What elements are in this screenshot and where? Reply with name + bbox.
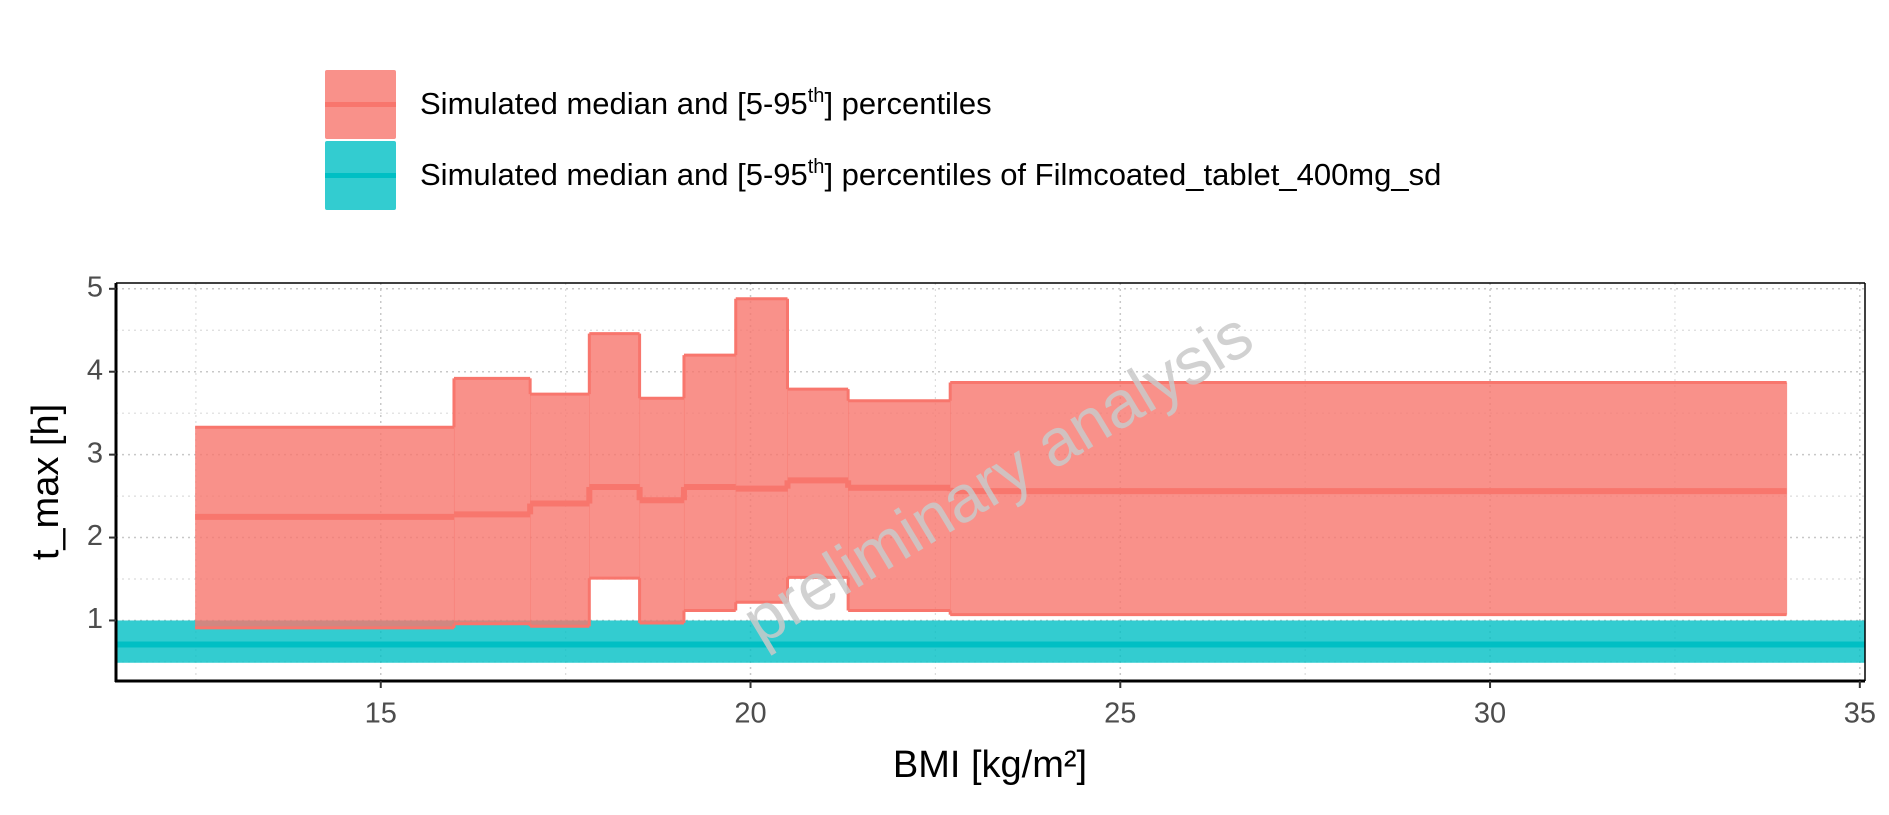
x-tick-label: 30 xyxy=(1474,698,1506,730)
ribbon-band xyxy=(848,400,951,611)
legend-text: ] percentiles xyxy=(824,86,991,121)
legend-text: ] percentiles of Filmcoated_tablet_400mg… xyxy=(824,157,1441,192)
y-tick-label: 2 xyxy=(87,520,103,552)
y-tick-label: 1 xyxy=(87,603,103,635)
legend-superscript: th xyxy=(808,85,825,107)
legend-label: Simulated median and [5-95th] percentile… xyxy=(420,85,992,121)
plot-area xyxy=(116,297,1865,663)
ribbon-band xyxy=(683,355,737,611)
ribbon-band xyxy=(950,382,1788,615)
ribbon-band xyxy=(453,378,531,624)
legend-label: Simulated median and [5-95th] percentile… xyxy=(420,156,1441,192)
x-tick-label: 15 xyxy=(365,698,397,730)
ribbon-band xyxy=(530,394,590,627)
legend-superscript: th xyxy=(808,156,825,178)
ribbon-band xyxy=(589,333,641,579)
y-tick-label: 4 xyxy=(87,354,103,386)
ribbon-band xyxy=(639,398,685,623)
ribbon-band xyxy=(735,298,788,603)
x-tick-label: 20 xyxy=(734,698,766,730)
legend-text: Simulated median and [5-95 xyxy=(420,157,808,192)
y-tick-label: 5 xyxy=(87,271,103,303)
y-tick-label: 3 xyxy=(87,437,103,469)
y-axis-title: t_max [h] xyxy=(25,404,67,560)
ribbon xyxy=(195,297,1788,630)
x-axis-title: BMI [kg/m²] xyxy=(893,744,1087,786)
ribbon-band xyxy=(195,427,455,628)
legend-text: Simulated median and [5-95 xyxy=(420,86,808,121)
x-tick-label: 25 xyxy=(1104,698,1136,730)
x-tick-label: 35 xyxy=(1844,698,1876,730)
